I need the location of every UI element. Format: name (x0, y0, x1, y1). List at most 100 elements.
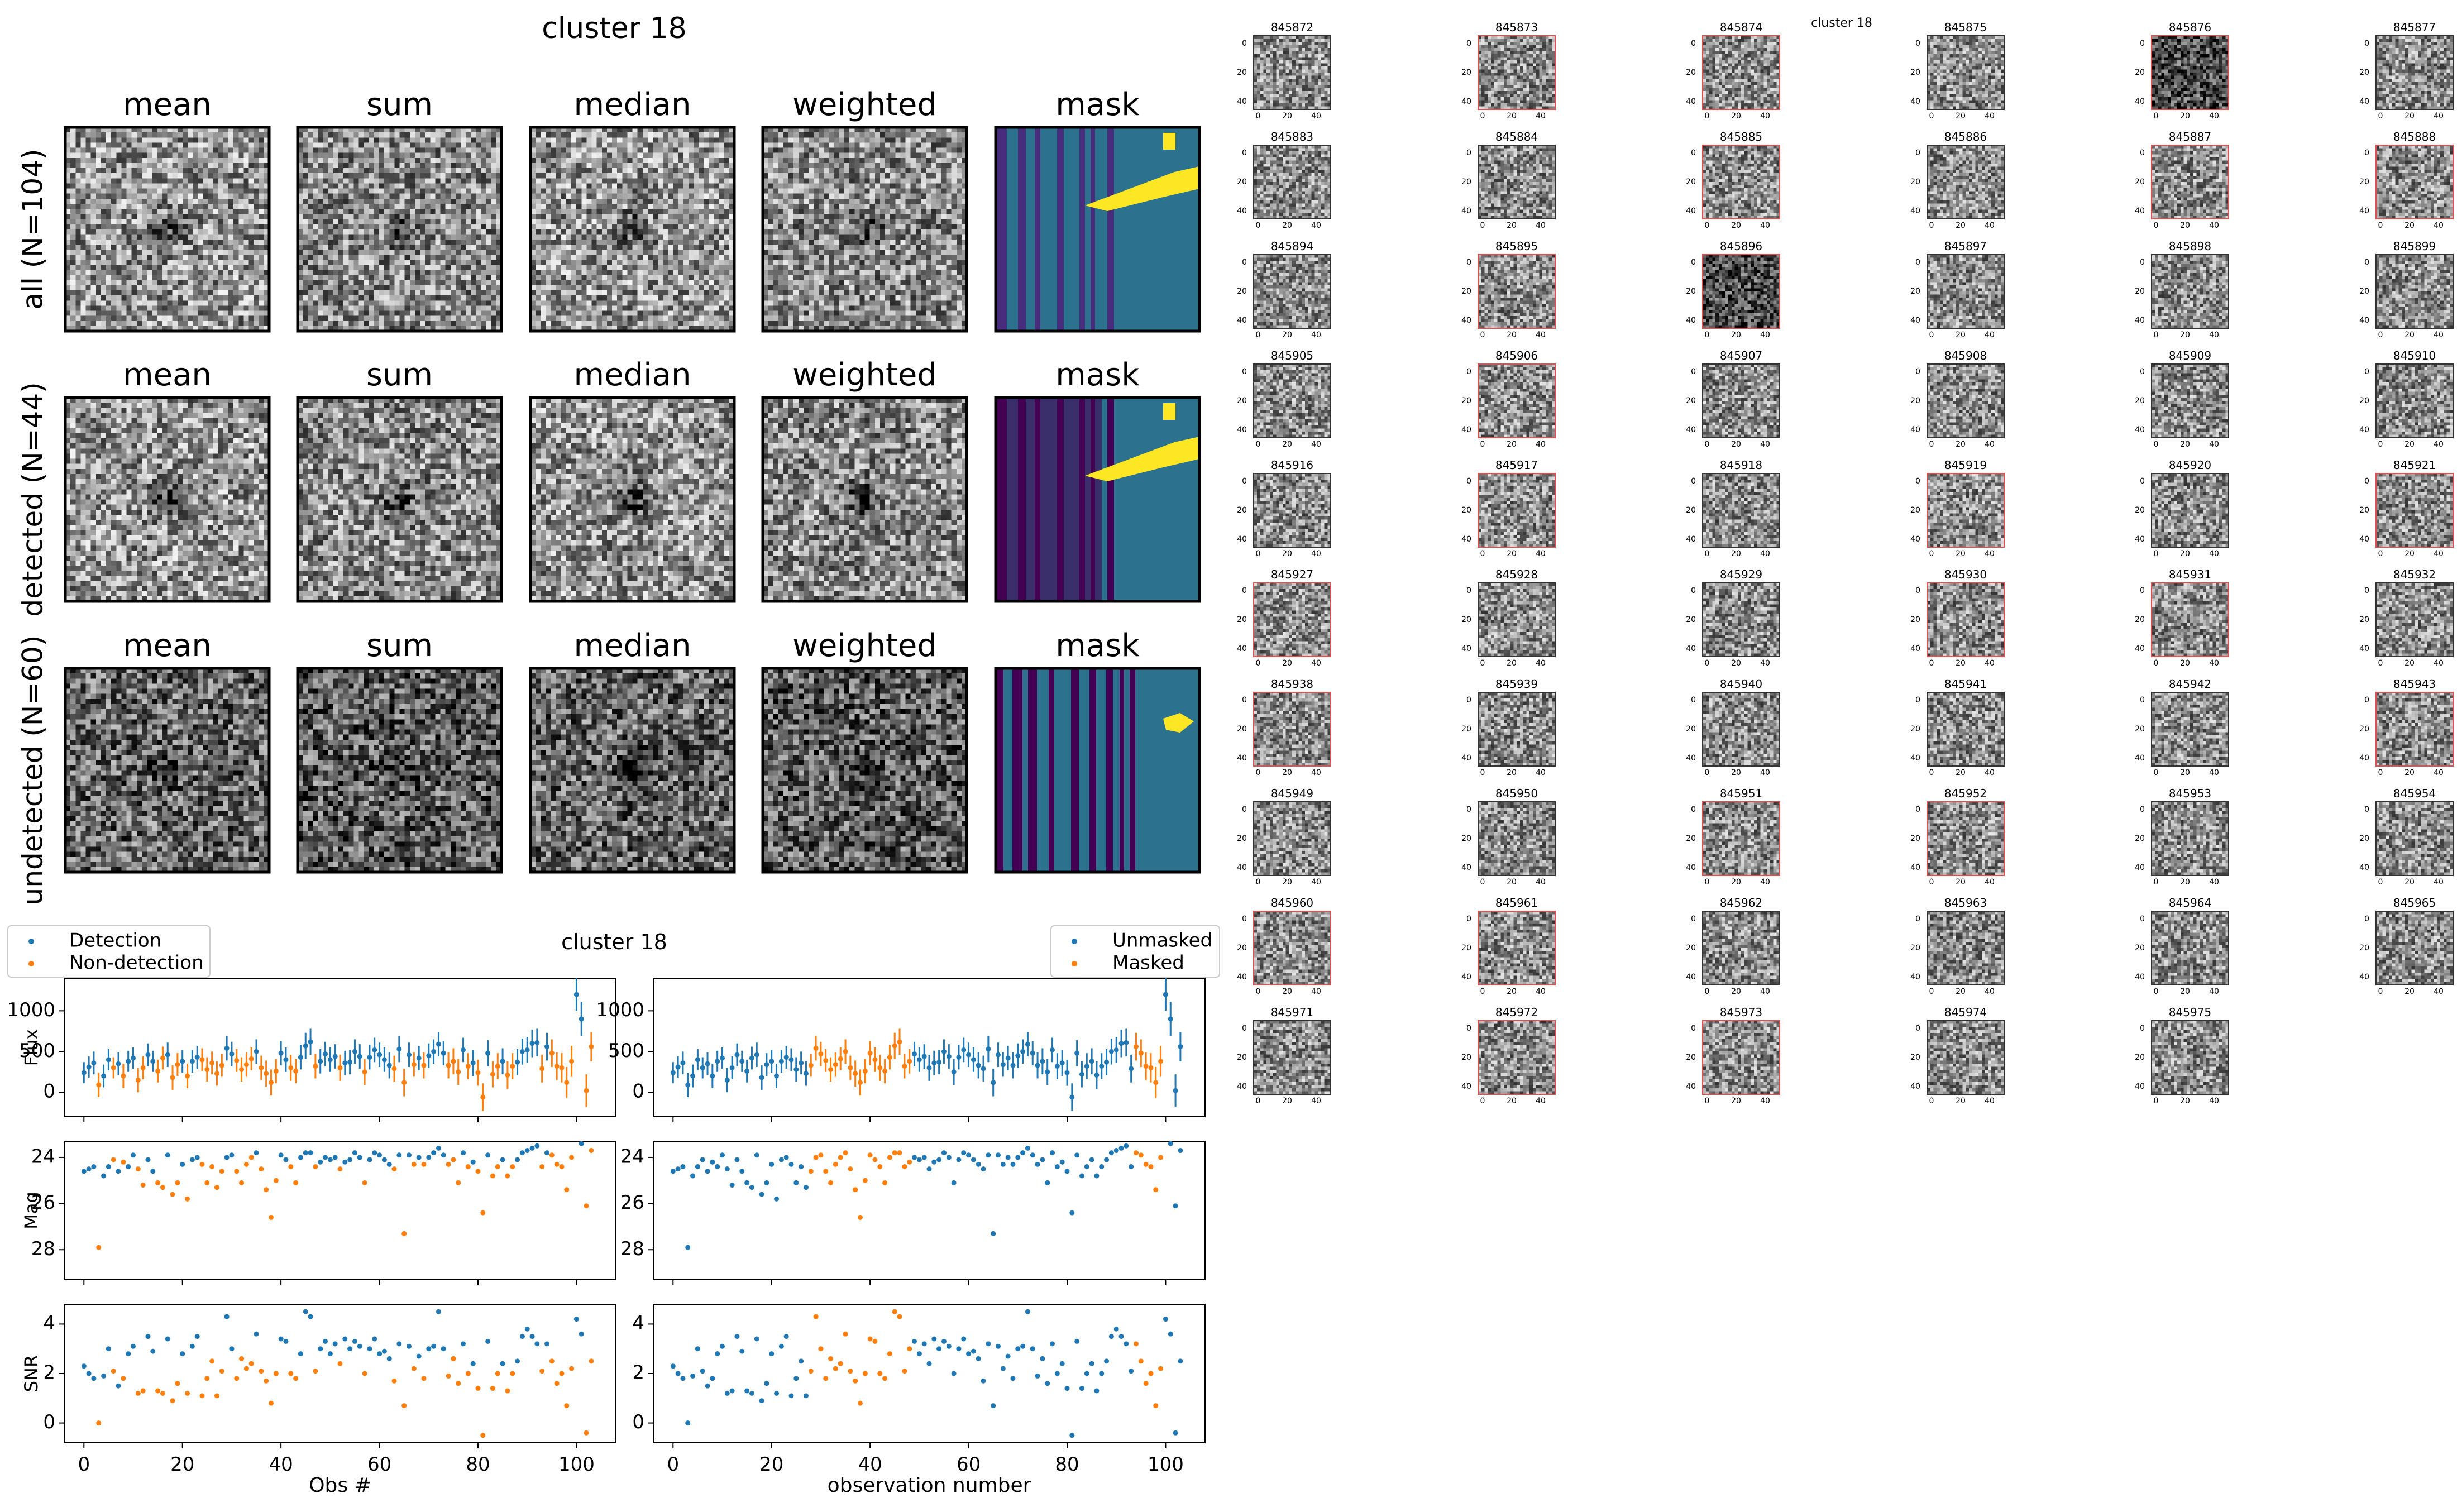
row-label: undetected (N=60) (17, 635, 49, 906)
stamp-image (65, 127, 269, 331)
data-point (500, 1059, 505, 1064)
thumbnail-title: 845943 (2393, 677, 2436, 691)
data-point (1040, 1356, 1045, 1361)
thumbnail-frame (1478, 582, 1556, 657)
data-point (828, 1066, 834, 1072)
thumbnail-x-tick: 0 (1929, 1097, 1934, 1106)
data-point (461, 1341, 466, 1347)
x-tick-label: 80 (466, 1453, 490, 1476)
thumbnail-x-tick: 0 (2378, 549, 2383, 558)
stamp-image (763, 398, 967, 601)
thumbnail-x-tick: 40 (1536, 112, 1546, 121)
data-point (347, 1059, 353, 1065)
data-point (145, 1334, 151, 1339)
data-point (1064, 1386, 1070, 1391)
data-point (298, 1055, 303, 1060)
mask-stripe (1012, 668, 1022, 872)
thumbnail-x-tick: 20 (1956, 1097, 1966, 1106)
thumbnail-frame (1927, 911, 2005, 985)
data-point (976, 1063, 981, 1068)
data-point (1153, 1080, 1159, 1085)
thumbnail-image (1703, 145, 1780, 219)
thumbnail-y-tick: 40 (1686, 863, 1696, 872)
data-point (248, 1056, 254, 1061)
thumbnail-title: 845874 (1720, 21, 1762, 34)
data-point (135, 1390, 141, 1396)
thumbnail-frame (2151, 254, 2229, 329)
data-point (961, 1336, 967, 1342)
data-point (327, 1351, 333, 1357)
stamp-column-label: sum (366, 87, 433, 123)
thumbnail-y-tick: 40 (1910, 973, 1920, 982)
data-point (573, 992, 579, 997)
data-point (214, 1185, 219, 1190)
thumbnail-x-tick: 20 (1956, 331, 1966, 339)
thumbnail-frame (1478, 363, 1556, 438)
data-point (843, 1331, 848, 1337)
legend-marker (1072, 961, 1077, 966)
thumbnail-y-tick: 0 (2140, 39, 2145, 48)
thumbnail-title: 845872 (1271, 21, 1313, 34)
thumbnail-y-tick: 0 (1466, 586, 1471, 595)
thumbnail-x-tick: 40 (2434, 878, 2444, 887)
thumbnail-x-tick: 40 (1536, 1097, 1546, 1106)
thumbnail-x-tick: 20 (1282, 878, 1292, 887)
thumbnail-x-tick: 20 (1956, 221, 1966, 230)
data-point (1158, 1059, 1164, 1064)
data-point (1010, 1376, 1016, 1381)
stamp-column-label: weighted (792, 357, 937, 393)
thumbnail-x-tick: 40 (1311, 1097, 1321, 1106)
y-tick-label: 1000 (596, 999, 644, 1021)
data-point (872, 1157, 878, 1162)
data-point (303, 1309, 308, 1314)
data-point (539, 1066, 545, 1071)
data-point (391, 1066, 397, 1071)
data-point (96, 1245, 102, 1250)
thumbnail-x-tick: 40 (1311, 659, 1321, 668)
data-point (843, 1049, 848, 1054)
stamp-column-label: weighted (792, 87, 937, 123)
plot-frame (64, 1141, 616, 1280)
data-point (342, 1159, 348, 1165)
x-axis-label: observation number (828, 1474, 1031, 1497)
data-point (1118, 1041, 1124, 1046)
thumbnail-y-tick: 20 (2359, 68, 2369, 77)
data-point (470, 1361, 476, 1366)
thumbnail-x-tick: 0 (1705, 1097, 1710, 1106)
data-point (308, 1314, 313, 1319)
data-point (332, 1341, 338, 1347)
data-point (778, 1059, 784, 1064)
mask-stripe (1071, 668, 1079, 872)
thumbnail-x-tick: 20 (1282, 987, 1292, 996)
data-point (140, 1065, 146, 1070)
thumbnail-x-tick: 20 (1282, 440, 1292, 449)
data-point (823, 1376, 829, 1381)
thumbnail-image (1927, 692, 2004, 766)
data-point (828, 1180, 834, 1185)
thumbnail-image (2152, 473, 2229, 547)
thumbnail-frame (1253, 35, 1331, 110)
stamp-frame (994, 667, 1201, 874)
thumbnail-y-tick: 20 (2359, 615, 2369, 624)
data-point (729, 1183, 735, 1188)
thumbnail-title: 845952 (1944, 787, 1987, 800)
thumbnail-title: 845910 (2393, 349, 2436, 362)
data-point (264, 1378, 269, 1384)
data-point (283, 1057, 289, 1063)
data-point (189, 1157, 195, 1162)
data-point (981, 1166, 986, 1172)
data-point (199, 1161, 205, 1167)
data-point (788, 1161, 794, 1167)
data-point (490, 1071, 495, 1077)
thumbnail-image (2376, 692, 2453, 766)
thumbnail-x-tick: 40 (1536, 221, 1546, 230)
thumbnail-y-tick: 0 (1242, 149, 1247, 157)
thumbnail-x-tick: 0 (1705, 987, 1710, 996)
thumbnail-title: 845899 (2393, 240, 2436, 253)
mask-stripe (996, 668, 1003, 872)
data-point (1108, 1150, 1114, 1156)
thumbnail-x-tick: 40 (1536, 878, 1546, 887)
thumbnail-x-tick: 0 (1480, 1097, 1485, 1106)
thumbnail-image (1703, 255, 1780, 328)
thumbnail-image (1927, 1021, 2004, 1094)
